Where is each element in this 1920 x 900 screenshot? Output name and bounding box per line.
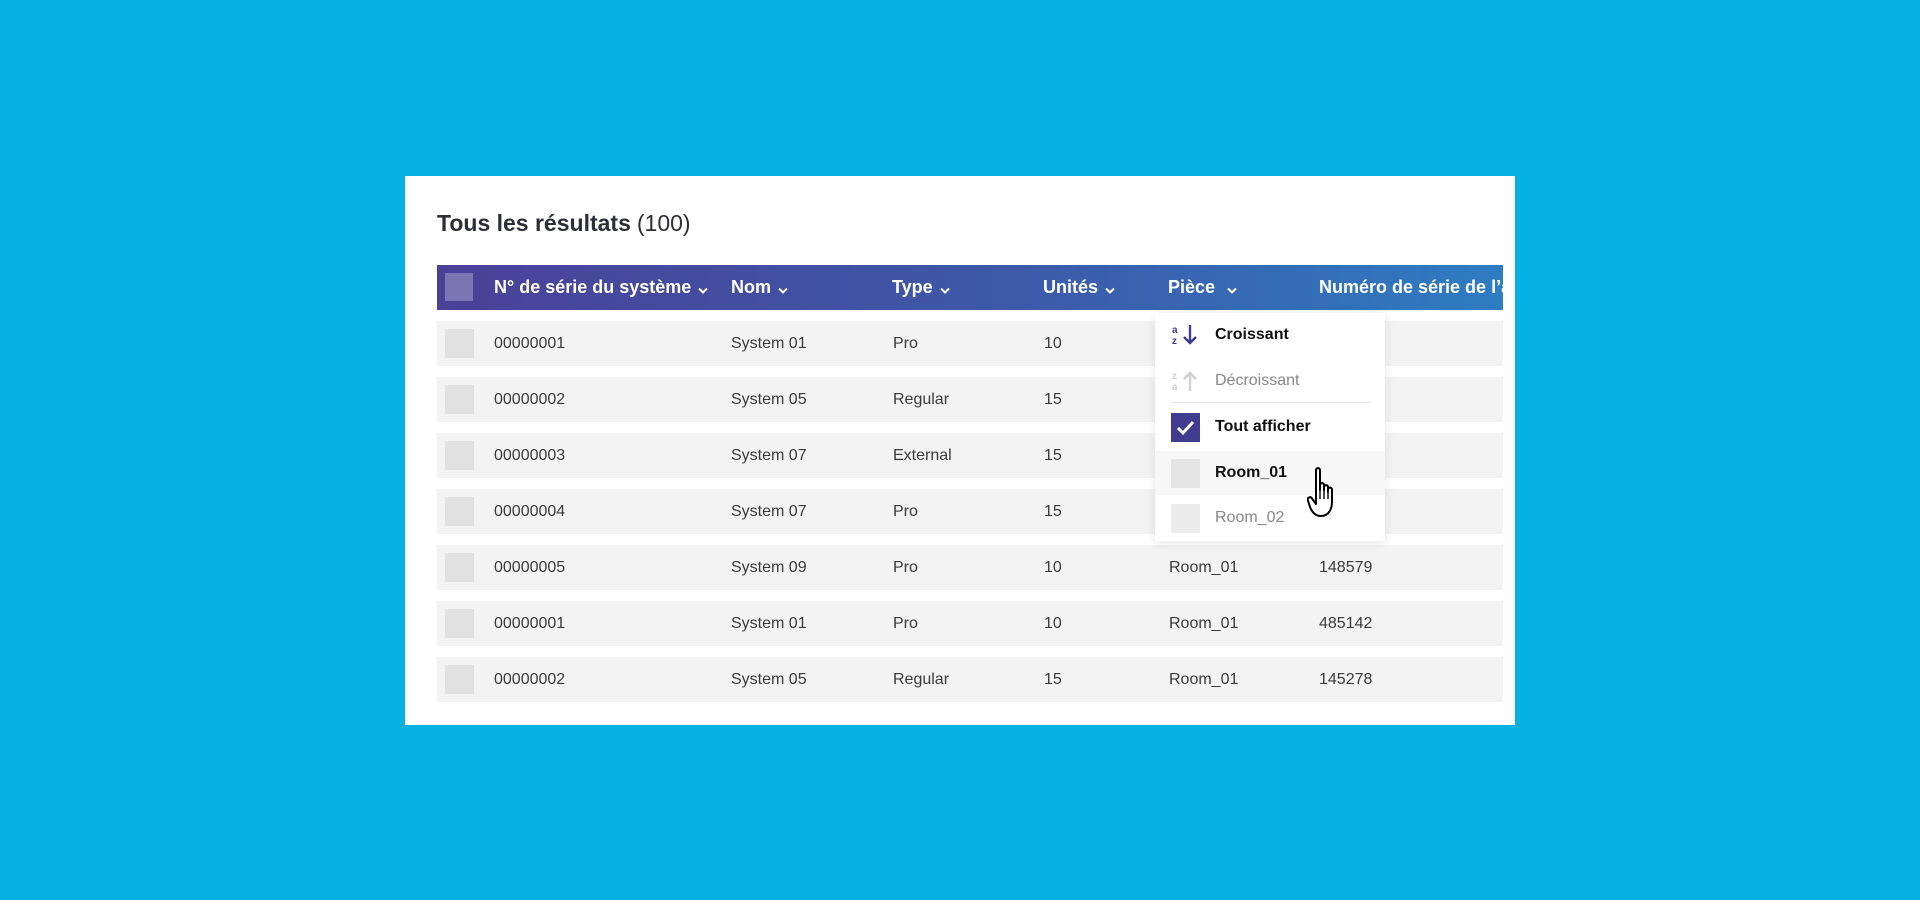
cell-serial: 00000001 — [494, 335, 566, 352]
cell-serial: 00000002 — [494, 671, 566, 688]
row-checkbox[interactable] — [445, 441, 474, 470]
row-checkbox[interactable] — [445, 329, 474, 358]
cell-type: Pro — [893, 503, 918, 520]
table-row[interactable]: 00000002 System 05 Regular 15 Room_01 14… — [437, 657, 1503, 702]
show-all-option[interactable]: Tout afficher — [1155, 405, 1385, 449]
cell-name: System 05 — [731, 391, 807, 408]
column-header-label: Type — [892, 277, 933, 297]
cell-serial: 00000004 — [494, 503, 566, 520]
cell-name: System 01 — [731, 615, 807, 632]
room-filter-dropdown: a z Croissant z a Décroissant Tout affic… — [1155, 313, 1385, 541]
cell-units: 15 — [1044, 671, 1062, 688]
cell-device-serial: 148579 — [1319, 559, 1373, 576]
row-checkbox[interactable] — [445, 385, 474, 414]
cell-units: 10 — [1044, 335, 1062, 352]
column-header-type[interactable]: Type — [892, 265, 950, 310]
sort-descending-label: Décroissant — [1215, 372, 1300, 389]
cell-serial: 00000005 — [494, 559, 566, 576]
cell-units: 10 — [1044, 559, 1062, 576]
svg-text:z: z — [1172, 336, 1177, 347]
cell-room: Room_01 — [1169, 559, 1239, 576]
sort-ascending-option[interactable]: a z Croissant — [1155, 313, 1385, 357]
room-01-checkbox[interactable] — [1171, 459, 1200, 488]
column-header-device-serial[interactable]: Numéro de série de l’a — [1319, 265, 1503, 310]
table-header: N° de série du système Nom Type Unités P… — [437, 265, 1503, 310]
cell-serial: 00000003 — [494, 447, 566, 464]
svg-text:z: z — [1172, 371, 1177, 382]
column-header-label: Nom — [731, 277, 771, 297]
row-checkbox[interactable] — [445, 665, 474, 694]
show-all-label: Tout afficher — [1215, 418, 1311, 435]
svg-text:a: a — [1172, 325, 1178, 336]
sort-ascending-icon: a z — [1171, 323, 1201, 352]
chevron-down-icon — [778, 266, 788, 311]
sort-descending-option[interactable]: z a Décroissant — [1155, 359, 1385, 403]
sort-ascending-label: Croissant — [1215, 326, 1289, 343]
cell-serial: 00000002 — [494, 391, 566, 408]
column-header-serial[interactable]: N° de série du système — [494, 265, 709, 311]
cell-device-serial: 485142 — [1319, 615, 1373, 632]
dropdown-divider — [1171, 402, 1371, 403]
filter-option-room-02[interactable]: Room_02 — [1155, 496, 1385, 540]
cell-room: Room_01 — [1169, 671, 1239, 688]
sort-descending-icon: z a — [1171, 369, 1201, 398]
chevron-down-icon — [698, 266, 709, 311]
cell-type: Regular — [893, 671, 950, 688]
cell-room: Room_01 — [1169, 615, 1239, 632]
cell-type: Pro — [893, 559, 918, 576]
room-02-checkbox[interactable] — [1171, 504, 1200, 533]
cell-name: System 01 — [731, 335, 807, 352]
row-checkbox[interactable] — [445, 553, 474, 582]
column-header-label: Pièce — [1168, 277, 1216, 297]
table-row[interactable]: 00000001 System 01 Pro 10 Room_01 485142 — [437, 601, 1503, 646]
cell-units: 15 — [1044, 391, 1062, 408]
room-02-label: Room_02 — [1215, 509, 1285, 526]
cell-type: External — [893, 447, 952, 464]
table-row[interactable]: 00000005 System 09 Pro 10 Room_01 148579 — [437, 545, 1503, 590]
select-all-checkbox[interactable] — [445, 273, 473, 301]
cell-name: System 09 — [731, 559, 807, 576]
column-header-label: Numéro de série de l’a — [1319, 277, 1503, 297]
results-count: (100) — [636, 210, 691, 236]
cell-device-serial: 145278 — [1319, 671, 1373, 688]
column-header-piece[interactable]: Pièce — [1168, 265, 1237, 310]
row-checkbox[interactable] — [445, 497, 474, 526]
svg-text:a: a — [1172, 382, 1178, 393]
filter-option-room-01[interactable]: Room_01 — [1155, 451, 1385, 495]
cell-name: System 07 — [731, 503, 807, 520]
column-header-label: N° de série du système — [494, 277, 692, 297]
cell-type: Regular — [893, 391, 950, 408]
hand-pointer-icon — [1306, 466, 1351, 527]
page-title: Tous les résultats — [437, 210, 631, 236]
cell-units: 10 — [1044, 615, 1062, 632]
chevron-down-icon — [939, 266, 950, 311]
chevron-down-icon — [1105, 266, 1115, 311]
show-all-checkbox[interactable] — [1171, 413, 1200, 442]
cell-name: System 05 — [731, 671, 807, 688]
cell-units: 15 — [1044, 447, 1062, 464]
cell-units: 15 — [1044, 503, 1062, 520]
checkmark-icon — [1176, 420, 1195, 436]
cell-type: Pro — [893, 335, 918, 352]
column-header-label: Unités — [1043, 277, 1099, 297]
cell-type: Pro — [893, 615, 918, 632]
column-header-nom[interactable]: Nom — [731, 265, 788, 310]
cell-name: System 07 — [731, 447, 807, 464]
cell-serial: 00000001 — [494, 615, 566, 632]
chevron-down-icon — [1227, 266, 1237, 311]
row-checkbox[interactable] — [445, 609, 474, 638]
column-header-unites[interactable]: Unités — [1043, 265, 1115, 310]
results-title: Tous les résultats (100) — [437, 210, 691, 237]
room-01-label: Room_01 — [1215, 464, 1288, 481]
